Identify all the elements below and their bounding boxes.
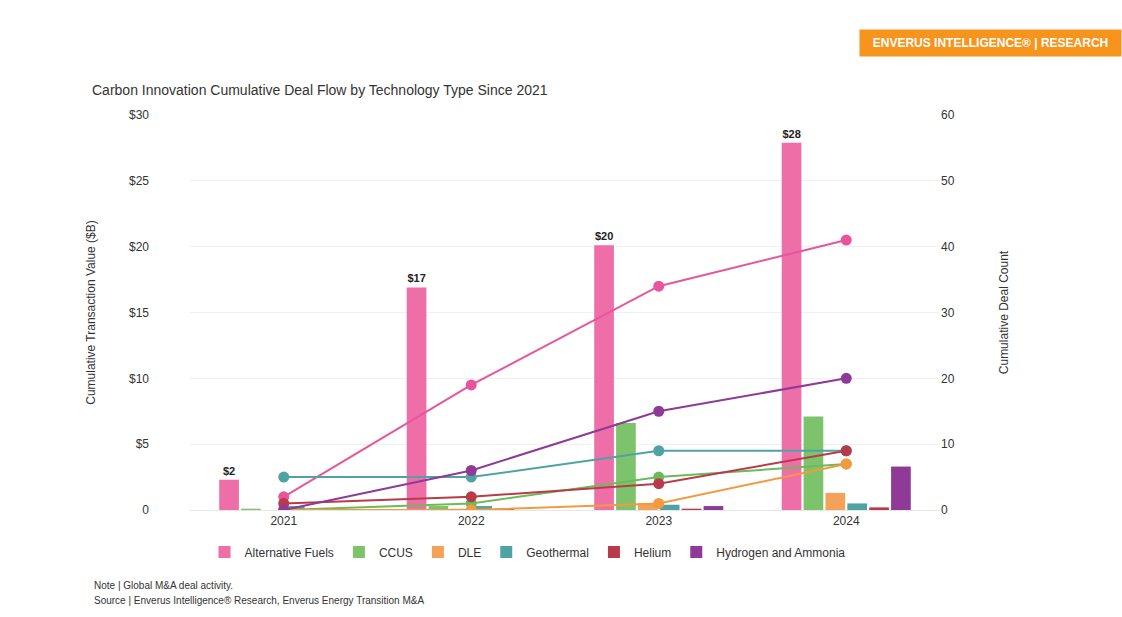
svg-text:$20: $20 [129,240,149,254]
svg-text:0: 0 [941,503,948,517]
svg-text:40: 40 [941,240,955,254]
svg-text:10: 10 [941,437,955,451]
svg-text:$30: $30 [129,108,149,122]
svg-text:$2: $2 [223,465,235,477]
svg-text:$20: $20 [595,230,613,242]
svg-text:2022: 2022 [458,514,485,528]
svg-text:Hydrogen and Ammonia: Hydrogen and Ammonia [716,546,845,560]
svg-text:20: 20 [941,372,955,386]
svg-text:$28: $28 [782,128,800,140]
svg-text:$5: $5 [136,437,150,451]
svg-text:$25: $25 [129,174,149,188]
svg-text:60: 60 [941,108,955,122]
svg-text:Helium: Helium [634,546,671,560]
svg-text:Note | Global M&A deal activit: Note | Global M&A deal activity. [94,580,233,591]
svg-text:2024: 2024 [833,514,860,528]
svg-text:$10: $10 [129,372,149,386]
svg-text:Source | Enverus Intelligence®: Source | Enverus Intelligence® Research,… [94,595,424,606]
svg-text:Geothermal: Geothermal [526,546,589,560]
svg-text:30: 30 [941,306,955,320]
svg-text:$15: $15 [129,306,149,320]
svg-text:2021: 2021 [270,514,297,528]
svg-text:0: 0 [142,503,149,517]
svg-text:2023: 2023 [645,514,672,528]
svg-text:$17: $17 [407,272,425,284]
svg-text:Cumulative Transaction Value (: Cumulative Transaction Value ($B) [84,220,98,405]
svg-text:Carbon Innovation Cumulative D: Carbon Innovation Cumulative Deal Flow b… [92,82,548,98]
svg-text:Cumulative Deal Count: Cumulative Deal Count [997,250,1011,374]
svg-text:50: 50 [941,174,955,188]
svg-text:ENVERUS INTELLIGENCE® | RESEAR: ENVERUS INTELLIGENCE® | RESEARCH [873,36,1109,50]
svg-text:Alternative Fuels: Alternative Fuels [245,546,334,560]
svg-text:CCUS: CCUS [379,546,413,560]
svg-text:DLE: DLE [458,546,481,560]
